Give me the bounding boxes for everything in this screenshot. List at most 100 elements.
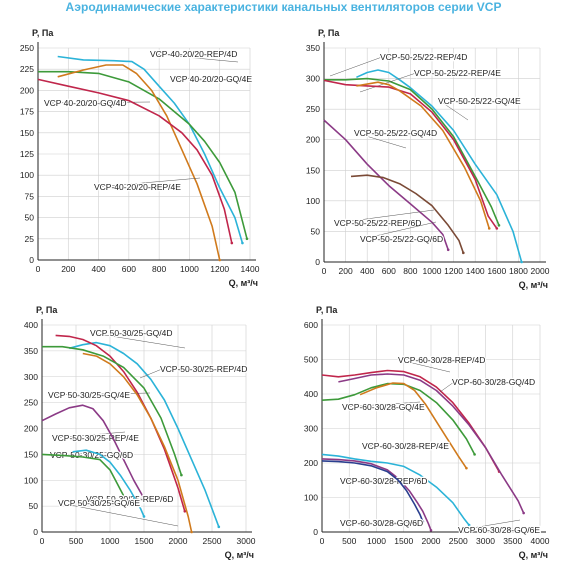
series-line [57, 64, 221, 261]
series-label: VCP-60-30/28-REP/6D [340, 476, 427, 486]
series-line [350, 174, 465, 254]
y-tick-label: 0 [315, 257, 320, 267]
series-line [38, 70, 248, 240]
series-line [37, 78, 233, 244]
y-axis-label: P, Па [36, 305, 58, 315]
series-label: VCP-60-30/28-GQ/4D [452, 377, 535, 387]
y-tick-label: 350 [306, 43, 320, 53]
y-tick-label: 0 [313, 527, 318, 537]
series-end-point [180, 473, 183, 477]
label-leader [363, 444, 431, 447]
series-line [359, 382, 468, 469]
y-tick-label: 225 [20, 64, 34, 74]
series-line [323, 119, 449, 251]
y-tick-label: 200 [20, 85, 34, 95]
series-end-point [241, 241, 244, 245]
series-end-point [217, 525, 221, 529]
y-tick-label: 125 [20, 149, 34, 159]
x-tick-label: 500 [69, 536, 83, 546]
series-label: VCP-60-30/28-REP/4E [362, 441, 449, 451]
y-tick-label: 175 [20, 107, 34, 117]
label-leader [139, 368, 163, 379]
series-line [324, 77, 500, 226]
label-leader [399, 359, 451, 373]
x-tick-label: 2000 [531, 266, 550, 276]
y-tick-label: 400 [24, 320, 38, 330]
x-tick-label: 2500 [449, 536, 468, 546]
label-leader [341, 479, 391, 482]
x-tick-label: 400 [360, 266, 374, 276]
y-tick-label: 250 [24, 398, 38, 408]
series-label: VCP 50-30/25-GQ/6E [58, 498, 140, 508]
x-tick-label: 600 [122, 264, 136, 274]
x-axis-label: Q, м³/ч [229, 278, 258, 288]
x-tick-label: 800 [152, 264, 166, 274]
x-axis-label: Q, м³/ч [519, 280, 548, 290]
series-label: VCP 50-30/25-GQ/4E [48, 390, 130, 400]
label-leader [335, 209, 435, 224]
label-leader [439, 100, 469, 121]
series-line [321, 458, 432, 531]
series-line [41, 404, 145, 499]
x-tick-label: 0 [36, 264, 41, 274]
x-tick-label: 0 [40, 536, 45, 546]
x-tick-label: 0 [322, 266, 327, 276]
series-end-point [473, 453, 476, 456]
label-leader [439, 381, 455, 393]
series-line [42, 345, 183, 476]
chart-4: 0 100 200 300 400 500 600 0 500 1000 1500 2000 2500 3… [304, 305, 550, 560]
label-leader [51, 451, 121, 456]
y-axis-label: P, Па [316, 305, 338, 315]
y-tick-label: 200 [24, 424, 38, 434]
label-leader [171, 77, 211, 80]
y-tick-label: 50 [29, 501, 39, 511]
x-tick-label: 4000 [531, 536, 550, 546]
x-tick-label: 3500 [503, 536, 522, 546]
x-tick-label: 1000 [423, 266, 442, 276]
series-end-point [429, 528, 433, 532]
series-line [321, 369, 500, 472]
y-axis-label: P, Па [32, 28, 54, 38]
x-tick-label: 1000 [101, 536, 120, 546]
series-label: VCP-40-20/20-REP/4D [150, 49, 237, 59]
series-line [57, 55, 244, 244]
series-label: VCP-50-30/25-REP/6D [86, 494, 173, 504]
series-end-point [520, 260, 523, 264]
series-end-point [142, 497, 146, 500]
series-label: VCP-50-25/22-REP/4E [414, 68, 501, 78]
y-tick-label: 100 [20, 170, 34, 180]
x-tick-label: 1200 [210, 264, 229, 274]
x-axis-label: Q, м³/ч [519, 550, 548, 560]
x-axis-label: Q, м³/ч [225, 550, 254, 560]
y-tick-label: 400 [304, 389, 318, 399]
label-leader [151, 53, 239, 63]
label-leader [361, 221, 437, 240]
x-tick-label: 2000 [169, 536, 188, 546]
x-tick-label: 3000 [476, 536, 495, 546]
y-tick-label: 150 [20, 128, 34, 138]
x-tick-label: 600 [382, 266, 396, 276]
y-tick-label: 50 [25, 213, 35, 223]
series-end-point [421, 520, 425, 523]
series-end-point [183, 510, 187, 513]
y-axis-label: P, Па [318, 28, 340, 38]
y-tick-label: 100 [24, 475, 38, 485]
label-leader [459, 519, 521, 531]
y-tick-label: 300 [306, 74, 320, 84]
x-tick-label: 500 [342, 536, 356, 546]
y-tick-label: 75 [25, 191, 35, 201]
series-end-point [522, 511, 525, 515]
y-tick-label: 100 [306, 196, 320, 206]
series-label: VCP 50-30/25-GQ/4D [90, 328, 173, 338]
label-leader [53, 431, 126, 439]
series-end-point [446, 248, 450, 252]
series-end-point [245, 237, 249, 241]
y-tick-label: 200 [306, 135, 320, 145]
series-label: VCP 40-20/20-GQ/4E [170, 74, 252, 84]
series-label: VCP-50-25/22-REP/4D [380, 52, 467, 62]
x-tick-label: 1000 [180, 264, 199, 274]
series-line [41, 453, 129, 504]
series-end-point [487, 227, 491, 230]
series-label: VCP-60-30/28-GQ/6D [340, 518, 423, 528]
label-leader [91, 332, 186, 349]
